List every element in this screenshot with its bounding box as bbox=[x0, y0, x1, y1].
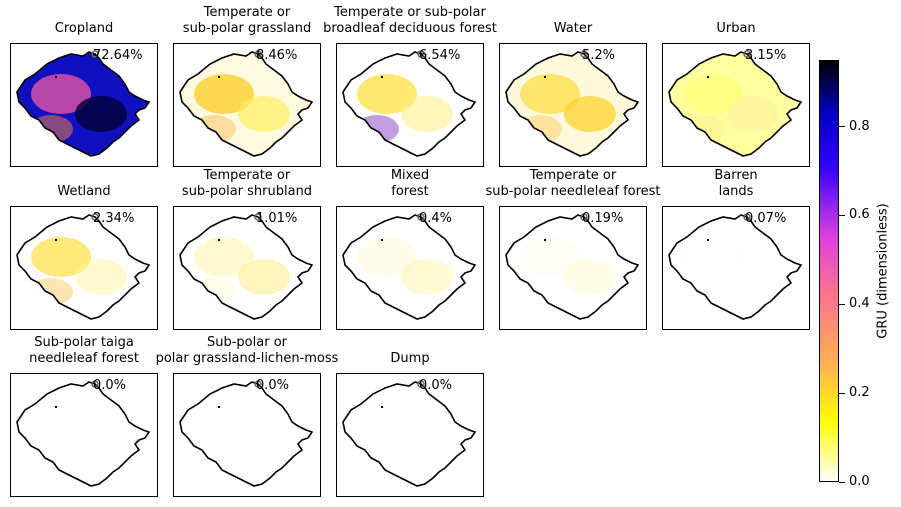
region-outline bbox=[179, 214, 314, 320]
map-panel: 0.19% bbox=[499, 206, 647, 330]
map-panel: 0.0% bbox=[336, 373, 484, 497]
share-label: 0.0% bbox=[256, 378, 290, 393]
panel-title: Mixed forest bbox=[390, 168, 430, 199]
map-panel: 0.0% bbox=[10, 373, 158, 497]
panel-title: Water bbox=[553, 21, 593, 36]
map-panel: 3.15% bbox=[662, 43, 810, 167]
colorbar-tick bbox=[839, 481, 845, 483]
panel-title: Wetland bbox=[57, 184, 111, 199]
colorbar-tick bbox=[839, 126, 845, 128]
colorbar-tick bbox=[839, 214, 845, 216]
colorbar-tick-label: 0.6 bbox=[849, 207, 870, 223]
panel-title: Sub-polar taiga needleleaf forest bbox=[29, 335, 139, 366]
map-panel: 1.01% bbox=[173, 206, 321, 330]
map-panel: 2.34% bbox=[10, 206, 158, 330]
share-label: 0.0% bbox=[419, 378, 453, 393]
map-panel: 0.07% bbox=[662, 206, 810, 330]
panel-title: Barren lands bbox=[714, 168, 758, 199]
map-panel: 6.54% bbox=[336, 43, 484, 167]
map-panel: 0.0% bbox=[173, 373, 321, 497]
panel-title: Sub-polar or polar grassland-lichen-moss bbox=[155, 335, 339, 366]
region-outline bbox=[342, 214, 477, 320]
panel-title: Urban bbox=[716, 21, 756, 36]
map-panel: 72.64% bbox=[10, 43, 158, 167]
region-outline bbox=[16, 214, 151, 320]
share-label: 3.15% bbox=[745, 48, 787, 63]
region-outline bbox=[668, 51, 803, 157]
colorbar-label: GRU (dimensionless) bbox=[875, 203, 891, 339]
region-map bbox=[505, 213, 640, 320]
region-map bbox=[668, 213, 803, 320]
panel-title: Cropland bbox=[54, 21, 114, 36]
region-outline bbox=[505, 51, 640, 157]
share-label: 0.4% bbox=[419, 211, 453, 226]
region-map bbox=[505, 50, 640, 157]
share-label: 0.0% bbox=[93, 378, 127, 393]
map-panel: 0.4% bbox=[336, 206, 484, 330]
share-label: 2.34% bbox=[93, 211, 135, 226]
panel-title: Temperate or sub-polar shrubland bbox=[181, 168, 313, 199]
region-map bbox=[179, 50, 314, 157]
share-label: 1.01% bbox=[256, 211, 298, 226]
share-label: 6.54% bbox=[419, 48, 461, 63]
panel-title: Temperate or sub-polar broadleaf deciduo… bbox=[323, 5, 497, 36]
region-outline bbox=[16, 381, 151, 487]
region-map bbox=[16, 213, 151, 320]
region-map bbox=[342, 380, 477, 487]
region-map bbox=[342, 50, 477, 157]
colorbar-tick bbox=[839, 392, 845, 394]
region-map bbox=[179, 213, 314, 320]
panel-title: Temperate or sub-polar needleleaf forest bbox=[485, 168, 661, 199]
region-map bbox=[16, 50, 151, 157]
region-map bbox=[342, 213, 477, 320]
region-map bbox=[16, 380, 151, 487]
share-label: 0.07% bbox=[745, 211, 787, 226]
region-outline bbox=[505, 214, 640, 320]
map-panel: 5.2% bbox=[499, 43, 647, 167]
colorbar-tick bbox=[839, 303, 845, 305]
colorbar-tick-label: 0.0 bbox=[849, 474, 870, 489]
colorbar-tick-label: 0.8 bbox=[849, 118, 870, 134]
region-outline bbox=[179, 51, 314, 157]
region-map bbox=[179, 380, 314, 487]
share-label: 72.64% bbox=[93, 48, 143, 63]
region-outline bbox=[16, 51, 151, 157]
panel-title: Temperate or sub-polar grassland bbox=[182, 5, 312, 36]
colorbar-tick-label: 0.4 bbox=[849, 296, 870, 312]
region-outline bbox=[342, 381, 477, 487]
share-label: 5.2% bbox=[582, 48, 616, 63]
colorbar-tick-label: 0.2 bbox=[849, 385, 870, 401]
panel-title: Dump bbox=[390, 351, 430, 366]
map-panel: 8.46% bbox=[173, 43, 321, 167]
colorbar bbox=[819, 60, 839, 482]
share-label: 0.19% bbox=[582, 211, 624, 226]
region-outline bbox=[668, 214, 803, 320]
region-outline bbox=[179, 381, 314, 487]
region-map bbox=[668, 50, 803, 157]
region-outline bbox=[342, 51, 477, 157]
share-label: 8.46% bbox=[256, 48, 298, 63]
